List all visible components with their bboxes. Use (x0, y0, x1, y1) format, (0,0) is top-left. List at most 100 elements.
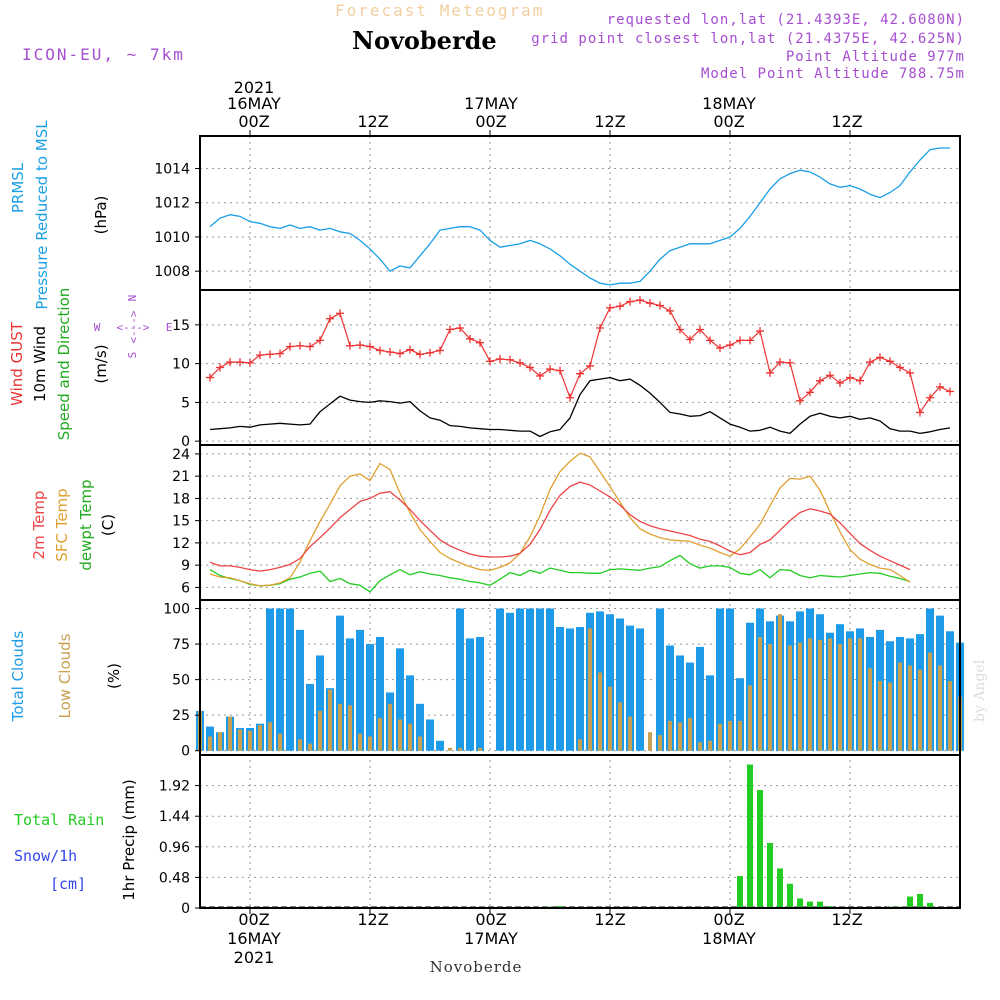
total-cloud-bar (406, 675, 414, 751)
temperature-ytick-label-0: 6 (181, 580, 190, 596)
gust-marker (696, 325, 704, 334)
low-cloud-bar (628, 716, 632, 751)
compass-east: E (166, 321, 173, 334)
gust-marker (656, 301, 664, 310)
temperature-ytick-label-1: 9 (181, 558, 190, 574)
pressure-panel-labels: PRMSL Pressure Reduced to MSL (hPa) (9, 120, 110, 310)
low-cloud-bar (808, 638, 812, 751)
total-cloud-bar (336, 615, 344, 751)
low-cloud-bar (708, 740, 712, 751)
bottom-date-2: 17MAY (464, 929, 518, 948)
gust-marker (646, 299, 654, 308)
total-cloud-bar (266, 608, 274, 751)
gust-marker (786, 358, 794, 367)
pressure-unit: (hPa) (92, 196, 110, 235)
total-cloud-bar (526, 608, 534, 751)
precip-panel-frame (199, 754, 961, 909)
top-date-4: 18MAY (702, 94, 756, 113)
wind-panel-frame (199, 289, 961, 446)
bottom-hour-2: 00Z (475, 910, 506, 929)
top-year-label: 2021 (234, 78, 275, 97)
gust-marker (516, 358, 524, 367)
low-cloud-bar (618, 702, 622, 751)
gust-marker (666, 306, 674, 315)
top-time-axis: 2021 16MAY 00Z 12Z 17MAY 00Z 12Z 18MAY 0… (227, 78, 863, 131)
gust-label: Wind GUST (8, 321, 26, 406)
gust-marker (276, 349, 284, 358)
low-cloud-bar (718, 723, 722, 751)
low-cloud-bar (928, 652, 932, 751)
rain-bar (797, 898, 803, 908)
gust-marker (836, 379, 844, 387)
temperature-ytick-label-4: 18 (172, 491, 190, 507)
low-cloud-bar (458, 747, 462, 751)
axis-ticks: 1008101010121014051015691215182124025507… (154, 130, 851, 917)
low-cloud-bar (388, 703, 392, 751)
wind-ytick-label-0: 0 (181, 434, 190, 450)
gust-marker (526, 363, 534, 372)
model-altitude: Model Point Altitude 788.75m (701, 66, 965, 82)
cloud-panel-labels: Total Clouds Low Clouds (%) (9, 631, 123, 723)
total-cloud-bar (536, 608, 544, 751)
low-cloud-bar (748, 685, 752, 751)
compass-south: S (126, 352, 139, 359)
gust-marker (496, 354, 504, 363)
gust-marker (686, 335, 694, 344)
gust-marker (266, 350, 274, 359)
total-cloud-bar (436, 740, 444, 751)
direction-label: Speed and Direction (55, 288, 73, 441)
footer-location: Novoberde (430, 958, 523, 976)
gust-marker (406, 345, 414, 354)
compass-horizontal-arrow: <---> (116, 321, 149, 334)
low-cloud-bar (348, 705, 352, 751)
pressure-label-1: PRMSL (9, 162, 27, 213)
low-cloud-bar (358, 733, 362, 751)
total-cloud-bar (496, 608, 504, 751)
low-cloud-bar (758, 636, 762, 751)
gust-marker (226, 358, 234, 367)
gust-marker (286, 342, 294, 351)
gust-marker (326, 314, 334, 323)
low-cloud-bar (678, 722, 682, 751)
low-cloud-bar (868, 668, 872, 751)
gust-marker (296, 341, 304, 350)
sfc-temp-line (209, 452, 911, 587)
low-cloud-bar (878, 681, 882, 751)
total-cloud-bar (466, 638, 474, 751)
gust-marker (476, 338, 484, 347)
total-cloud-bar (686, 662, 694, 751)
low-cloud-bar (938, 665, 942, 751)
low-cloud-bar (908, 665, 912, 751)
low-cloud-bar (478, 747, 482, 751)
gust-marker (706, 336, 714, 345)
clouds-ytick-label-2: 50 (172, 673, 190, 689)
total-cloud-bar (656, 608, 664, 751)
total-cloud-bar (636, 628, 644, 751)
gust-marker (376, 346, 384, 355)
gust-marker (726, 341, 734, 350)
top-hour-5: 12Z (831, 112, 862, 131)
compass-west: W (94, 321, 101, 334)
total-cloud-bar (456, 608, 464, 751)
data-marks (196, 147, 964, 908)
gust-marker (906, 368, 914, 377)
pressure-ytick-label-1: 1010 (154, 230, 190, 246)
gust-marker (616, 302, 624, 311)
total-clouds-label: Total Clouds (9, 631, 27, 723)
precip-ytick-label-4: 1.92 (159, 779, 190, 795)
total-cloud-bar (616, 618, 624, 751)
gust-marker (506, 355, 514, 364)
low-cloud-bar (768, 644, 772, 751)
low-cloud-bar (598, 672, 602, 751)
location-title: Novoberde (352, 26, 497, 55)
rain-bar (927, 902, 933, 908)
total-cloud-bar (666, 645, 674, 751)
low-cloud-bar (338, 703, 342, 751)
pressure-ytick-label-0: 1008 (154, 264, 190, 280)
gust-marker (336, 309, 344, 318)
low-cloud-bar (588, 628, 592, 751)
gust-marker (846, 373, 854, 382)
gust-marker (866, 358, 874, 367)
gust-marker (446, 325, 454, 334)
temp2m-line (209, 481, 911, 572)
